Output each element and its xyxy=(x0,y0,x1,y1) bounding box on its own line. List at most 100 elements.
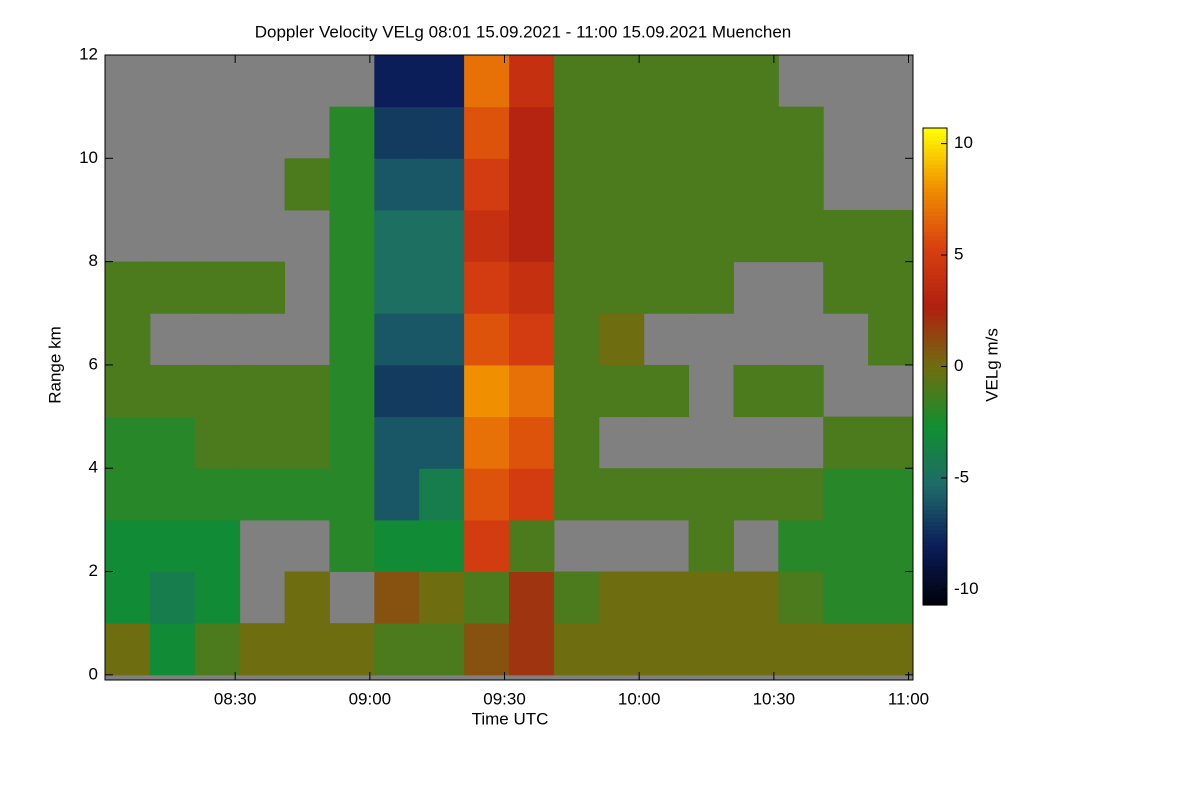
colorbar-segment xyxy=(923,219,947,224)
heatmap-cell xyxy=(419,468,465,521)
heatmap-cell xyxy=(509,416,555,469)
heatmap-cell xyxy=(868,519,914,573)
heatmap-cell xyxy=(553,313,600,366)
heatmap-cell xyxy=(239,468,286,521)
colorbar-segment xyxy=(923,529,947,535)
colorbar-segment xyxy=(923,223,947,228)
heatmap-cell xyxy=(643,55,690,108)
heatmap-cell xyxy=(149,416,196,469)
heatmap-cell xyxy=(868,623,914,676)
heatmap-cell xyxy=(374,364,420,418)
heatmap-cell xyxy=(733,468,779,521)
colorbar-segment xyxy=(923,473,947,479)
colorbar-segment xyxy=(923,298,947,304)
plot-frame xyxy=(104,54,914,681)
colorbar-segment xyxy=(923,585,947,590)
colorbar-segment xyxy=(923,398,947,403)
heatmap-cell xyxy=(509,158,555,211)
colorbar-segment xyxy=(923,438,947,443)
heatmap-cell xyxy=(598,571,645,624)
colorbar-segment xyxy=(923,426,947,431)
colorbar-segment xyxy=(923,243,947,248)
heatmap-cell xyxy=(643,623,690,676)
heatmap-cell xyxy=(553,106,600,159)
colorbar-tick-label: 0 xyxy=(954,356,963,375)
heatmap-cell xyxy=(329,364,375,418)
colorbar-tick-label: -10 xyxy=(954,579,979,598)
heatmap-cell xyxy=(509,364,555,418)
heatmap-cell xyxy=(823,519,869,573)
colorbar-segment xyxy=(923,279,947,284)
heatmap-cell xyxy=(598,623,645,676)
heatmap-cell xyxy=(105,261,151,314)
heatmap-cell xyxy=(464,313,510,366)
colorbar-segment xyxy=(923,215,947,221)
heatmap-cell xyxy=(105,416,151,469)
colorbar-segment xyxy=(923,163,947,169)
colorbar-segment xyxy=(923,565,947,570)
colorbar-segment xyxy=(923,366,947,372)
heatmap-cell xyxy=(868,209,914,263)
heatmap-cell xyxy=(823,261,869,314)
colorbar-segment xyxy=(923,346,947,352)
heatmap-cell xyxy=(553,55,600,108)
heatmap-cell xyxy=(105,571,151,624)
heatmap-cell xyxy=(149,571,196,624)
colorbar-segment xyxy=(923,326,947,332)
heatmap-cell xyxy=(868,313,914,366)
heatmap-cell xyxy=(105,364,151,418)
colorbar-segment xyxy=(923,573,947,578)
heatmap-cell xyxy=(868,468,914,521)
heatmap-cell xyxy=(464,571,510,624)
heatmap-cell xyxy=(778,364,824,418)
colorbar-segment xyxy=(923,358,947,364)
heatmap-cell xyxy=(509,468,555,521)
heatmap-cell xyxy=(823,416,869,469)
colorbar-segment xyxy=(923,374,947,380)
colorbar-segment xyxy=(923,135,947,141)
y-tick-label: 10 xyxy=(79,148,98,167)
colorbar-segment xyxy=(923,271,947,276)
heatmap-cell xyxy=(643,261,690,314)
colorbar-segment xyxy=(923,207,947,213)
heatmap-cell xyxy=(149,364,196,418)
heatmap-cell xyxy=(464,519,510,573)
colorbar-segment xyxy=(923,394,947,399)
colorbar-segment xyxy=(923,505,947,511)
heatmap-cell xyxy=(149,519,196,573)
heatmap-cell xyxy=(374,468,420,521)
colorbar-segment xyxy=(923,581,947,586)
colorbar-segment xyxy=(923,334,947,340)
heatmap-cell xyxy=(419,623,465,676)
colorbar-segment xyxy=(923,314,947,320)
heatmap-cell xyxy=(105,468,151,521)
heatmap-cell xyxy=(419,571,465,624)
heatmap-cell xyxy=(553,468,600,521)
heatmap-cell xyxy=(374,416,420,469)
heatmap-cell xyxy=(778,623,824,676)
heatmap-cell xyxy=(643,158,690,211)
colorbar-segment xyxy=(923,283,947,288)
heatmap-cell xyxy=(778,519,824,573)
colorbar-segment xyxy=(923,509,947,515)
colorbar-segment xyxy=(923,386,947,391)
colorbar-segment xyxy=(923,545,947,550)
colorbar-tick-label: 5 xyxy=(954,245,963,264)
heatmap-cell xyxy=(284,364,330,418)
x-tick-label: 09:00 xyxy=(349,689,392,708)
heatmap-cell xyxy=(688,468,734,521)
heatmap-cell xyxy=(823,623,869,676)
colorbar-segment xyxy=(923,406,947,411)
colorbar-segment xyxy=(923,370,947,376)
colorbar-segment xyxy=(923,553,947,558)
colorbar-segment xyxy=(923,589,947,594)
colorbar-segment xyxy=(923,306,947,312)
heatmap-cell xyxy=(778,209,824,263)
colorbar-segment xyxy=(923,342,947,348)
heatmap-cell xyxy=(598,313,645,366)
x-axis-label: Time UTC xyxy=(472,709,549,728)
colorbar-segment xyxy=(923,171,947,177)
heatmap-cell xyxy=(284,468,330,521)
heatmap-cell xyxy=(464,55,510,108)
colorbar-segment xyxy=(923,501,947,507)
